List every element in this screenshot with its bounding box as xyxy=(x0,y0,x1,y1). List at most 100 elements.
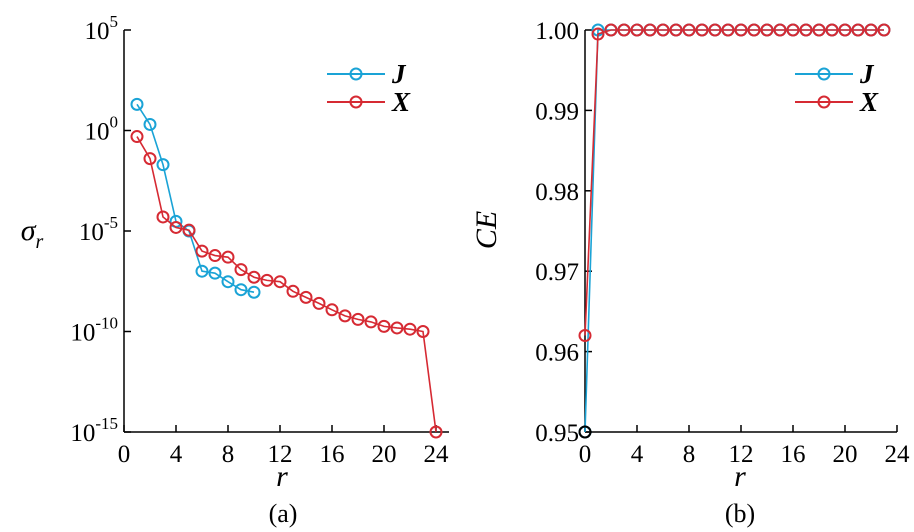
panel-a-series-x-point xyxy=(169,220,183,234)
panel-b-x-tick-label: 4 xyxy=(631,441,644,468)
panel-a-series-x-point xyxy=(234,263,248,277)
panel-a-series-x-point xyxy=(429,425,443,439)
panel-a-series-x-point xyxy=(351,312,365,326)
panel-b-series-x-point xyxy=(812,23,826,37)
panel-a-series-j-point xyxy=(130,97,144,111)
panel-a-legend-x-marker xyxy=(349,95,363,109)
panel-b-series-x-point xyxy=(825,23,839,37)
panel-a-series-x-point xyxy=(260,273,274,287)
panel-a-series-x-point xyxy=(390,321,404,335)
panel-b-ylabel: CE xyxy=(470,211,503,249)
panel-b-series-x-point xyxy=(851,23,865,37)
panel-b-x-tick-label: 0 xyxy=(579,441,592,468)
panel-a-x-tick-label: 8 xyxy=(222,441,235,468)
panel-a-y-tick-label: 10-10 xyxy=(70,314,118,347)
panel-b-series-x-point xyxy=(734,23,748,37)
panel-a-series-x-line xyxy=(136,136,437,433)
panel-b-series-x-point xyxy=(695,23,709,37)
panel-a: 0 4 8 12 16 20 24 105 100 10-5 10-10 10-15 σr r (a)… xyxy=(21,12,449,528)
panel-a-legend: J X xyxy=(327,59,411,117)
panel-b-series-x-point xyxy=(721,23,735,37)
panel-b-subtitle: (b) xyxy=(725,499,755,528)
panel-a-x-tick-label: 24 xyxy=(424,441,450,468)
panel-a-subtitle: (a) xyxy=(269,499,298,528)
panel-b-series-x-point xyxy=(799,23,813,37)
panel-b-y-tick-label: 0.99 xyxy=(535,98,579,125)
panel-b: 0 4 8 12 16 20 24 0.95 0.96 0.97 0.98 0.99 1.00 CE r… xyxy=(470,18,910,528)
panel-a-series-x-point xyxy=(130,130,144,144)
panel-b-series-x-point xyxy=(630,23,644,37)
panel-b-legend-j-marker xyxy=(817,67,831,81)
panel-b-legend-j-label: J xyxy=(859,59,875,89)
panel-a-series-x-point xyxy=(312,296,326,310)
panel-a-series-x-point xyxy=(377,319,391,333)
panel-a-series-x-point xyxy=(182,223,196,237)
panel-b-y-tick-label: 0.96 xyxy=(535,340,579,367)
panel-b-series-x-point xyxy=(578,329,592,343)
panel-b-y-tick-label: 0.98 xyxy=(535,179,579,206)
panel-b-series-j-line xyxy=(584,29,884,433)
panel-a-y-tick-label: 105 xyxy=(85,12,119,45)
panel-a-series-x-point xyxy=(143,152,157,166)
panel-a-series-x-point xyxy=(299,290,313,304)
panel-b-x-tick-label: 20 xyxy=(833,441,858,468)
panel-b-series-x-point xyxy=(877,23,891,37)
panel-a-legend-j-marker xyxy=(349,67,363,81)
panel-a-y-tick-label: 10-5 xyxy=(79,213,118,246)
panel-b-series-x-point xyxy=(643,23,657,37)
panel-a-series-j-point xyxy=(208,266,222,280)
panel-b-y-tick-label: 0.97 xyxy=(535,259,579,286)
panel-b-series-x-point xyxy=(591,27,605,41)
panel-b-series-x-point xyxy=(760,23,774,37)
panel-b-series-x-point xyxy=(617,23,631,37)
panel-b-y-tick-label: 1.00 xyxy=(535,18,579,45)
panel-a-series-x-point xyxy=(273,275,287,289)
panel-a-series-x-point xyxy=(156,210,170,224)
panel-b-series-x-point xyxy=(747,23,761,37)
panel-a-y-tick-label: 100 xyxy=(85,113,119,146)
panel-a-series-x-point xyxy=(364,315,378,329)
panel-b-x-tick-label: 16 xyxy=(781,441,806,468)
panel-a-xlabel: r xyxy=(276,460,288,493)
panel-a-plot-area: 0 4 8 12 16 20 24 105 100 10-5 10-10 10-15 xyxy=(70,12,449,468)
panel-b-series-x-point xyxy=(669,23,683,37)
panel-a-series-j-point xyxy=(234,283,248,297)
panel-b-xlabel: r xyxy=(734,460,746,493)
panel-b-x-tick-label: 12 xyxy=(729,441,754,468)
panel-b-series-x-point xyxy=(708,23,722,37)
panel-b-series-x-line xyxy=(584,29,884,336)
panel-b-legend-x-label: X xyxy=(859,87,879,117)
panel-a-ylabel: σr xyxy=(21,214,44,253)
panel-b-legend: J X xyxy=(795,59,879,117)
panel-a-legend-x-label: X xyxy=(391,87,411,117)
panel-a-x-tick-label: 0 xyxy=(118,441,131,468)
panel-a-series-x-point xyxy=(208,249,222,263)
panel-a-series-x-point xyxy=(286,284,300,298)
panel-a-series-x-point xyxy=(247,270,261,284)
panel-a-series-x-point xyxy=(416,325,430,338)
panel-a-x-tick-label: 20 xyxy=(372,441,397,468)
panel-a-x-tick-label: 12 xyxy=(268,441,293,468)
panel-a-series-x-point xyxy=(403,322,417,336)
panel-b-series-x-point xyxy=(604,23,618,37)
panel-a-series-j-line xyxy=(136,103,255,294)
panel-b-plot-area: 0 4 8 12 16 20 24 0.95 0.96 0.97 0.98 0.99 1.00 xyxy=(535,18,910,468)
panel-a-series-j-point xyxy=(195,264,209,278)
panel-b-series-x-point xyxy=(838,23,852,37)
panel-b-series-x-point xyxy=(656,23,670,37)
panel-b-x-tick-label: 8 xyxy=(683,441,696,468)
panel-b-y-tick-label: 0.95 xyxy=(535,420,579,447)
panel-a-series-x-point xyxy=(338,309,352,323)
panel-a-series-x-point xyxy=(221,250,235,264)
panel-b-series-x-point xyxy=(864,23,878,37)
panel-a-series-x-point xyxy=(325,303,339,317)
panel-b-series-x-point xyxy=(786,23,800,37)
panel-b-x-tick-label: 24 xyxy=(885,441,911,468)
panel-a-series-j-point xyxy=(247,285,261,299)
panel-b-series-x-point xyxy=(773,23,787,37)
panel-a-series-x-point xyxy=(195,244,209,258)
panel-b-series-x-point xyxy=(682,23,696,37)
panel-a-x-tick-label: 4 xyxy=(170,441,183,468)
panel-a-legend-j-label: J xyxy=(391,59,407,89)
